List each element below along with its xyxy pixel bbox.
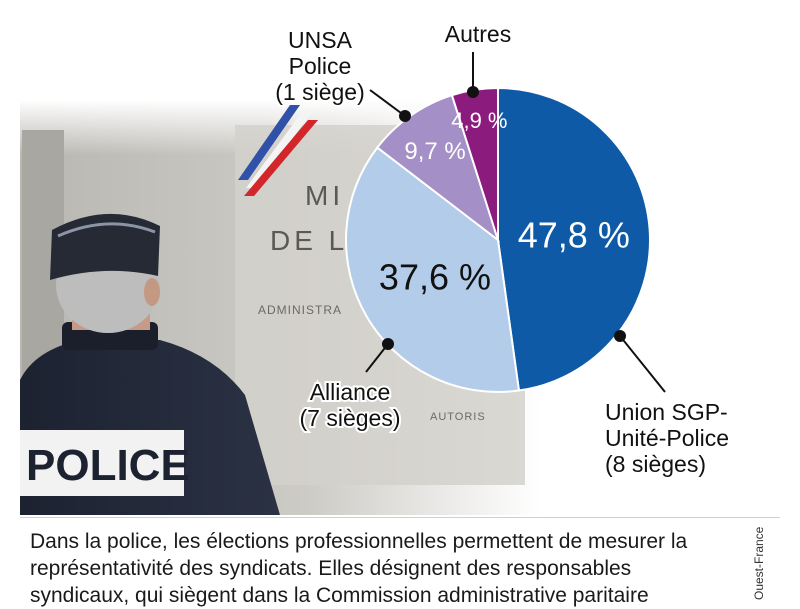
pie-chart: [345, 86, 651, 393]
flag-stripe-red: [244, 120, 318, 196]
police-patch: [20, 430, 184, 496]
sign-line-1: MI: [305, 180, 344, 211]
callout-label-line: (7 sièges): [300, 405, 401, 431]
callout-label-line: (8 sièges): [605, 451, 706, 477]
callout-dot: [467, 86, 479, 98]
cap-band: [57, 222, 156, 238]
caption-text: Dans la police, les élections profession…: [30, 530, 688, 607]
callout-leader-line: [619, 335, 666, 393]
pie-labels: 47,8 % 37,6 % 9,7 % 4,9 %: [379, 108, 630, 298]
callout-label-line: UNSA: [288, 27, 353, 53]
callouts: Union SGP-Unité-Police(8 sièges) Alliance…: [273, 19, 731, 479]
police-patch-text: POLICE: [26, 441, 190, 490]
caption-divider: [20, 517, 780, 518]
flag-stripe-blue: [238, 105, 300, 180]
callout-label-line: (1 siège): [275, 79, 364, 105]
callout-label-line: Autres: [445, 21, 511, 47]
callout-dot: [382, 338, 394, 350]
callout-leader-line: [369, 89, 406, 117]
callout-label-line: Alliance: [310, 379, 391, 405]
pie-slice: [345, 146, 521, 393]
officer-ear: [144, 278, 160, 306]
callout-label-line: Union SGP-: [605, 399, 728, 425]
slice-percent-label: 4,9 %: [451, 108, 507, 133]
callout-label-line: Unité-Police: [605, 425, 729, 451]
police-officer: POLICE: [20, 213, 280, 515]
flag-stripe-white: [246, 112, 312, 188]
pie-slice: [497, 86, 651, 392]
callout-dot: [614, 330, 626, 342]
callout-label-line: Police: [289, 53, 352, 79]
slice-percent-label: 47,8 %: [518, 215, 630, 256]
slice-percent-label: 9,7 %: [404, 138, 465, 165]
sign-line-2: DE L: [270, 225, 348, 256]
photo-credit: Ouest-France: [752, 526, 766, 600]
slice-percent-label: 37,6 %: [379, 257, 491, 298]
callout-dot: [399, 110, 411, 122]
sign-small-1: ADMINISTRA: [258, 303, 342, 317]
sign-small-2: AUTORIS: [430, 411, 486, 423]
